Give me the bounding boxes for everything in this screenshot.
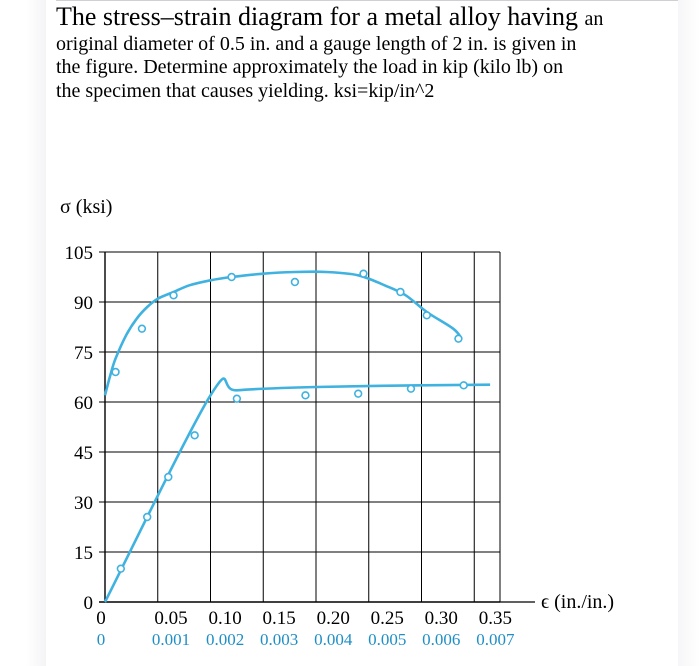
series-line-lower-scale	[103, 377, 491, 603]
x-tick-label-lower: 0.007	[476, 630, 515, 649]
data-point-marker	[354, 389, 363, 398]
x-tick-label-upper: 0.05	[154, 608, 187, 629]
data-point-marker	[164, 472, 173, 482]
data-point-marker	[454, 334, 463, 343]
series-line-upper-scale	[103, 270, 463, 396]
x-tick-label-upper: 0.30	[425, 608, 458, 629]
data-point-marker	[111, 367, 120, 377]
data-point-marker	[190, 431, 199, 440]
x-tick-label-lower: 0.001	[152, 630, 190, 649]
x-tick-label-lower: 0.006	[422, 630, 460, 649]
grid	[99, 251, 535, 603]
data-point-marker	[422, 311, 431, 320]
curves	[103, 270, 491, 603]
top-border	[56, 0, 690, 1]
data-point-marker	[232, 394, 242, 403]
question-line-1-tail: an	[584, 8, 604, 30]
y-tick-label: 90	[74, 293, 93, 314]
y-tick-label: 30	[74, 493, 93, 514]
x-tick-label-lower: 0	[97, 630, 106, 649]
x-axis-title: ϵ (in./in.)	[541, 591, 614, 613]
x-tick-label-lower: 0.004	[314, 630, 353, 649]
data-point-marker	[396, 287, 405, 297]
y-tick-label: 60	[74, 393, 93, 414]
data-point-marker	[301, 391, 310, 400]
x-tick-label-upper: 0	[96, 608, 106, 629]
x-tick-label-lower: 0.002	[206, 630, 244, 649]
y-tick-label: 45	[74, 443, 93, 464]
data-point-marker	[169, 291, 178, 300]
y-axis-title: σ (ksi)	[60, 196, 112, 218]
question-text: The stress–strain diagram for a metal al…	[56, 2, 686, 103]
left-page-shade	[26, 0, 46, 666]
x-tick-label-upper: 0.10	[208, 608, 241, 629]
data-point-marker	[359, 269, 368, 278]
question-line-1-main: The stress–strain diagram for a metal al…	[56, 2, 579, 31]
data-point-marker	[406, 384, 416, 393]
x-tick-label-lower: 0.003	[260, 630, 298, 649]
right-page-shade	[678, 0, 700, 666]
data-point-marker	[143, 512, 152, 522]
question-line-4: the specimen that causes yielding. ksi=k…	[56, 79, 435, 102]
y-tick-label: 0	[84, 593, 94, 614]
data-point-marker	[459, 381, 468, 390]
data-point-marker	[116, 564, 126, 573]
x-tick-label-upper: 0.25	[371, 608, 404, 629]
y-tick-label: 105	[65, 243, 94, 264]
data-markers	[111, 269, 468, 573]
x-tick-label-upper: 0.35	[479, 608, 512, 629]
x-tick-label-upper: 0.15	[263, 608, 296, 629]
question-line-3: the figure. Determine approximately the …	[56, 56, 564, 79]
y-tick-label: 15	[74, 543, 93, 564]
data-point-marker	[290, 277, 300, 287]
y-tick-label: 75	[74, 343, 93, 364]
question-line-2: original diameter of 0.5 in. and a gauge…	[56, 32, 577, 55]
x-tick-label-lower: 0.005	[368, 630, 406, 649]
data-point-marker	[137, 324, 147, 333]
question-line-1: The stress–strain diagram for a metal al…	[56, 2, 686, 33]
data-point-marker	[227, 272, 236, 282]
x-tick-label-upper: 0.20	[317, 608, 350, 629]
